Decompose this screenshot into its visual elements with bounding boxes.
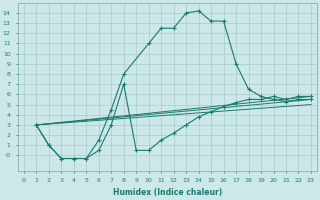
X-axis label: Humidex (Indice chaleur): Humidex (Indice chaleur) bbox=[113, 188, 222, 197]
